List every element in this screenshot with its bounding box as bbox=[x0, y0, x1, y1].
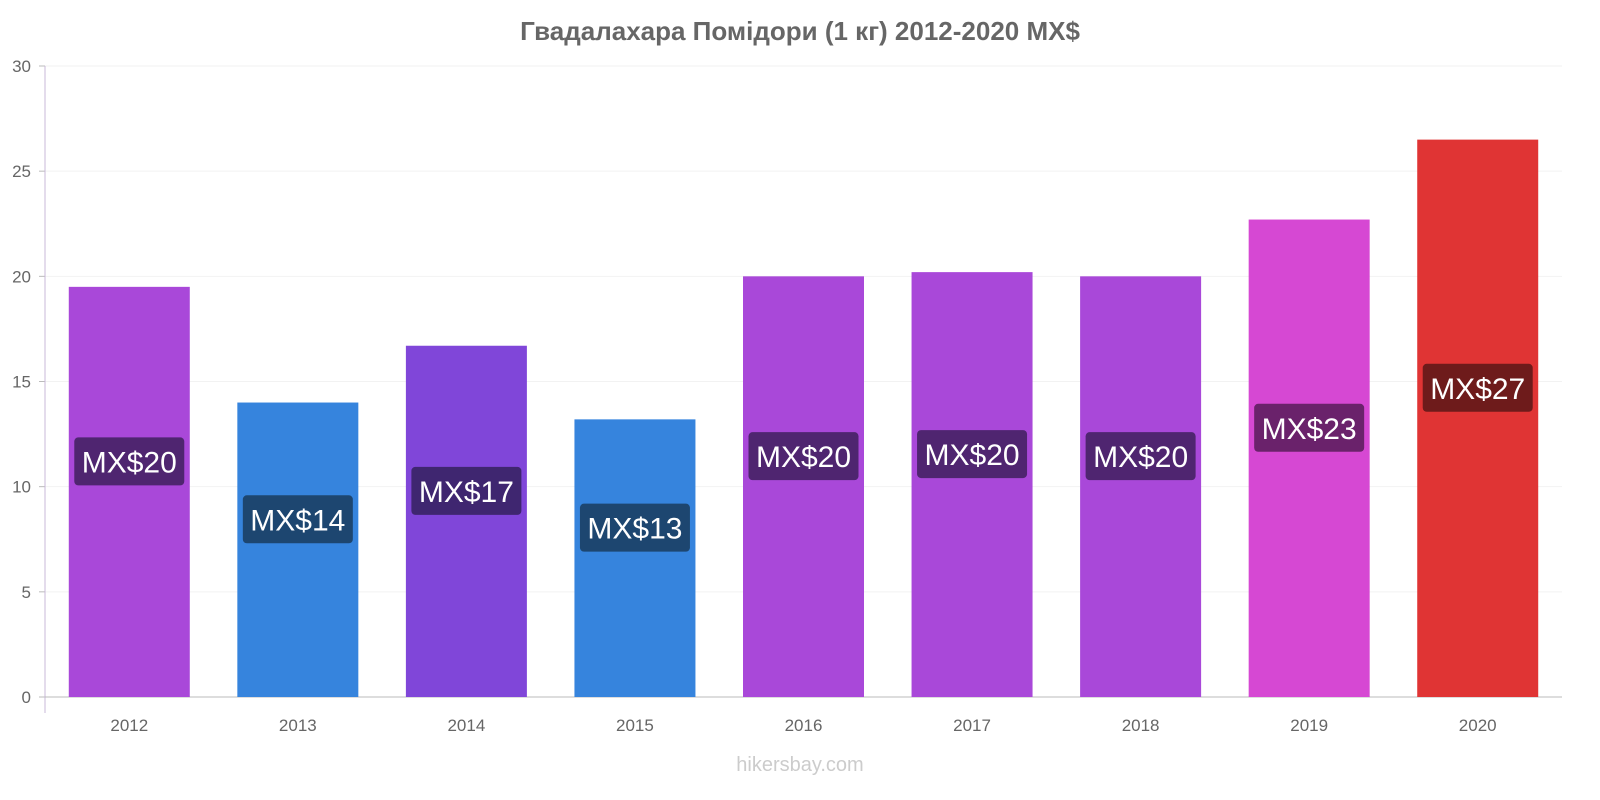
data-label: MX$23 bbox=[1262, 413, 1357, 446]
x-tick-label: 2013 bbox=[279, 716, 317, 735]
data-label: MX$13 bbox=[587, 513, 682, 546]
x-tick-label: 2012 bbox=[110, 716, 148, 735]
chart-title: Гвадалахара Помідори (1 кг) 2012-2020 MX… bbox=[520, 16, 1080, 46]
data-label-bg bbox=[411, 466, 522, 515]
x-tick-label: 2020 bbox=[1459, 716, 1497, 735]
data-label-bg bbox=[748, 432, 859, 481]
x-tick-label: 2014 bbox=[447, 716, 485, 735]
data-label-bg bbox=[917, 430, 1028, 479]
y-tick-label: 30 bbox=[12, 57, 31, 76]
y-tick-label: 25 bbox=[12, 162, 31, 181]
bar bbox=[1417, 139, 1539, 697]
data-label: MX$20 bbox=[756, 441, 851, 474]
x-tick-label: 2016 bbox=[785, 716, 823, 735]
watermark: hikersbay.com bbox=[736, 754, 864, 776]
data-label: MX$20 bbox=[82, 446, 177, 479]
bar bbox=[574, 419, 696, 697]
data-label-bg bbox=[242, 495, 353, 544]
y-tick-label: 5 bbox=[22, 583, 31, 602]
x-tick-label: 2015 bbox=[616, 716, 654, 735]
x-tick-label: 2018 bbox=[1122, 716, 1160, 735]
bar bbox=[237, 402, 359, 697]
data-label: MX$14 bbox=[250, 504, 345, 537]
data-label: MX$20 bbox=[925, 439, 1020, 472]
y-tick-label: 15 bbox=[12, 373, 31, 392]
bar bbox=[911, 272, 1033, 697]
data-label: MX$27 bbox=[1430, 373, 1525, 406]
data-label: MX$17 bbox=[419, 476, 514, 509]
data-label-bg bbox=[1085, 432, 1196, 481]
bar bbox=[743, 276, 864, 697]
y-tick-label: 10 bbox=[12, 478, 31, 497]
data-label: MX$20 bbox=[1093, 441, 1188, 474]
bar bbox=[405, 345, 527, 697]
data-label-bg bbox=[1422, 363, 1533, 412]
data-label-bg bbox=[579, 503, 690, 552]
data-label-bg bbox=[1254, 403, 1365, 452]
x-tick-label: 2019 bbox=[1290, 716, 1328, 735]
bar bbox=[68, 286, 190, 697]
bar bbox=[1248, 219, 1370, 697]
bar bbox=[1080, 276, 1202, 697]
data-label-bg bbox=[74, 437, 185, 486]
x-tick-label: 2017 bbox=[953, 716, 991, 735]
y-tick-label: 20 bbox=[12, 267, 31, 286]
y-tick-label: 0 bbox=[22, 688, 31, 707]
